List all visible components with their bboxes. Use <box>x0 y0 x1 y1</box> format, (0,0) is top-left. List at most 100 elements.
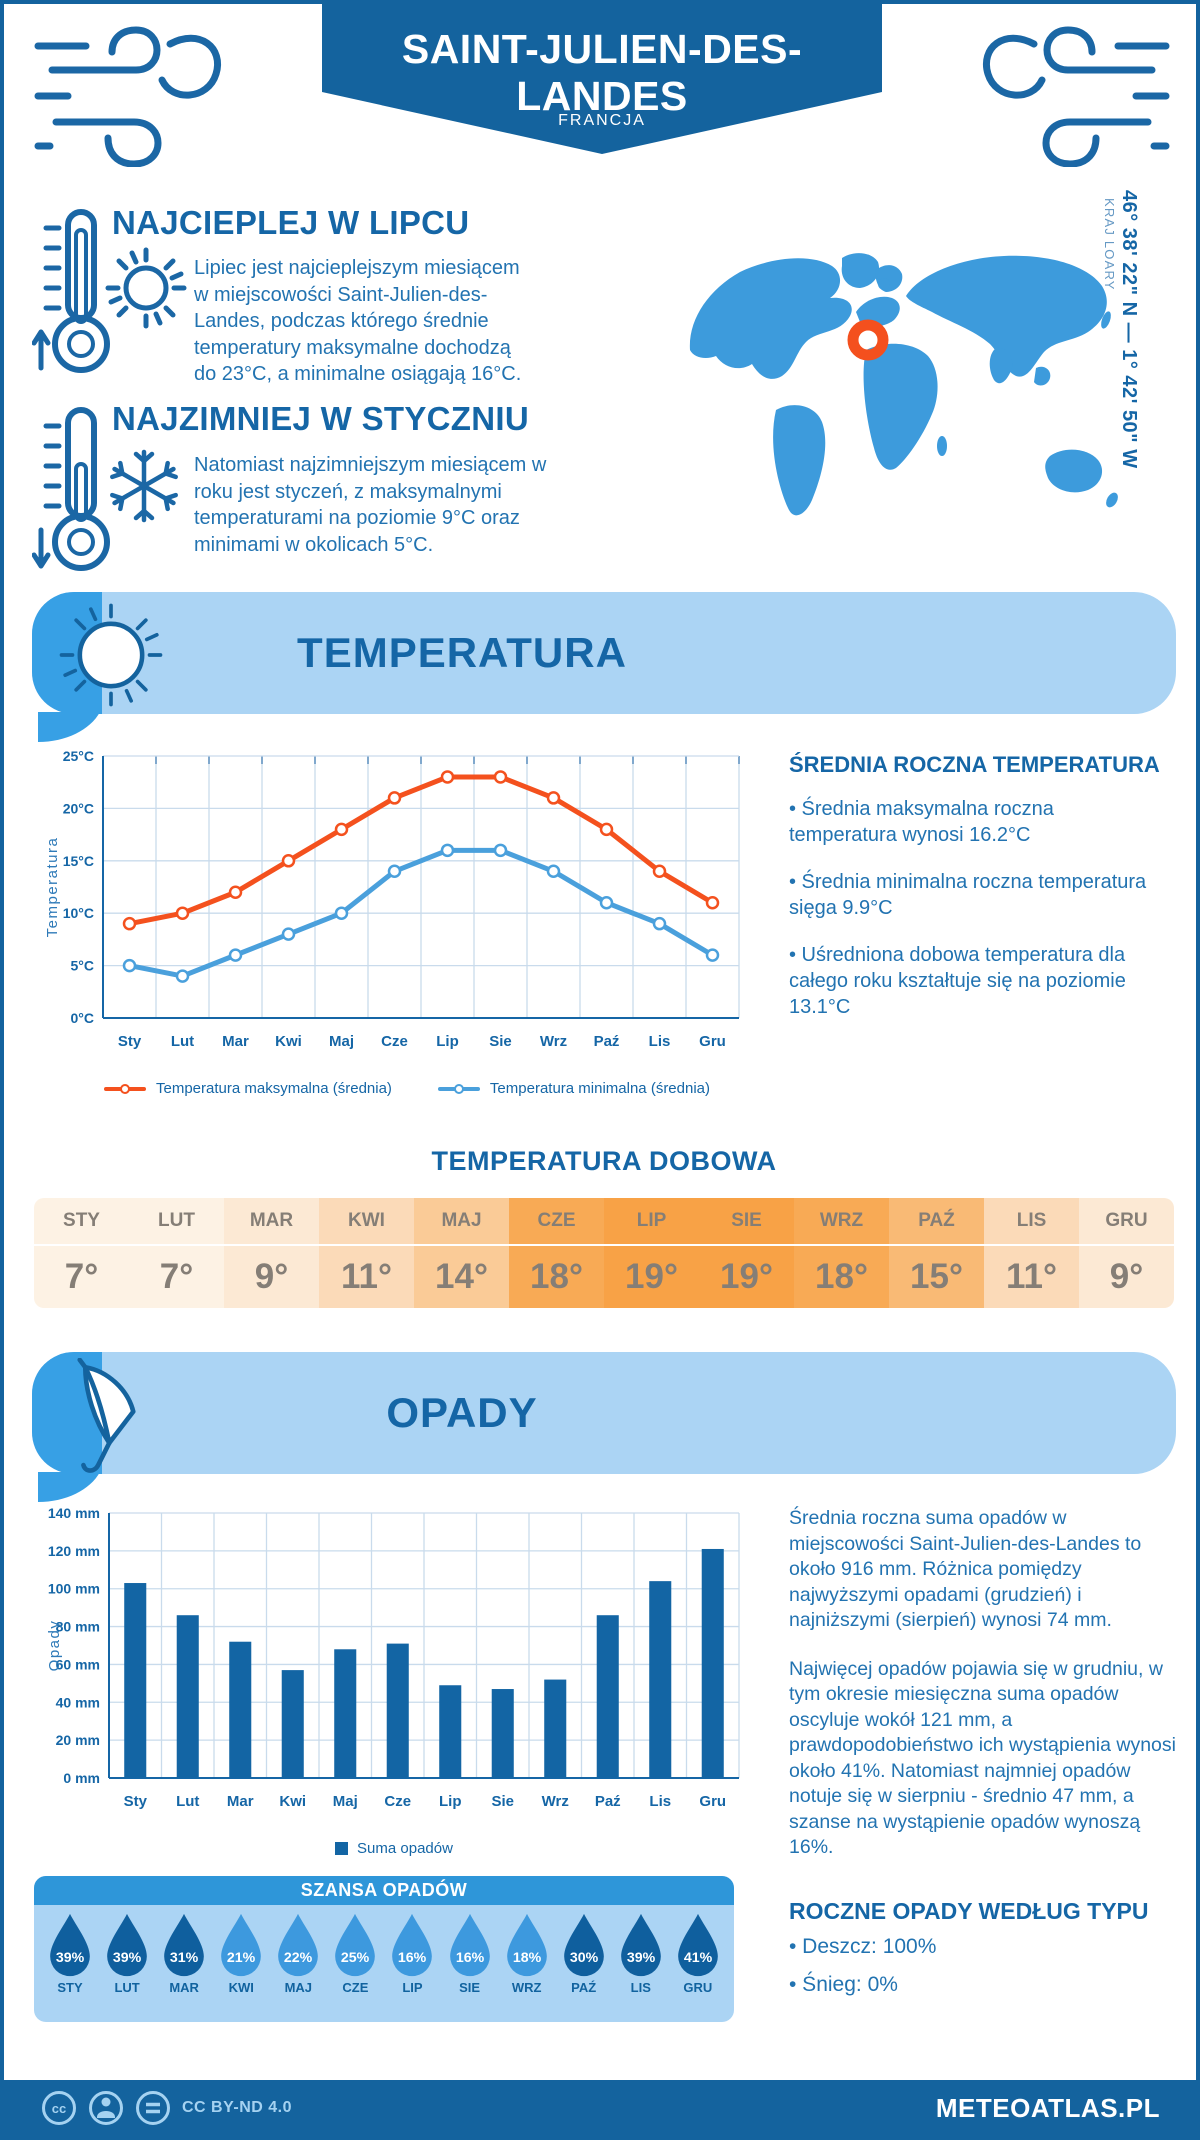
month-label: LUT <box>129 1198 224 1246</box>
svg-text:Kwi: Kwi <box>275 1033 302 1050</box>
precipitation-chart-legend: Suma opadów <box>39 1840 749 1857</box>
month-label: STY <box>57 1980 83 1995</box>
svg-text:39%: 39% <box>627 1950 656 1966</box>
annual-temp-bullet: • Średnia minimalna roczna temperatura s… <box>789 870 1147 920</box>
temp-value: 7° <box>64 1257 99 1296</box>
month-label: WRZ <box>511 1980 542 1995</box>
svg-text:Lip: Lip <box>436 1033 459 1050</box>
rain-chance-item: 22% MAJ <box>270 1911 326 1995</box>
raindrop-icon: 16% <box>449 1913 490 1977</box>
svg-text:16%: 16% <box>398 1950 427 1966</box>
rain-chance-drops: 39% STY 39% LUT 31% MAR 21% KWI 22% MAJ 25% CZE 16% L… <box>34 1905 734 1995</box>
svg-text:Mar: Mar <box>227 1793 254 1810</box>
snowflake-icon <box>104 446 184 531</box>
umbrella-icon <box>54 1357 159 1483</box>
svg-text:18%: 18% <box>512 1950 541 1966</box>
month-label: MAJ <box>284 1980 313 1995</box>
month-label: LIS <box>630 1980 651 1995</box>
precipitation-text: Średnia roczna suma opadów w miejscowośc… <box>789 1506 1184 1884</box>
banner-tail <box>36 712 100 742</box>
month-label: KWI <box>319 1198 414 1246</box>
rain-chance-item: 21% KWI <box>213 1911 269 1995</box>
svg-text:22%: 22% <box>284 1950 313 1966</box>
svg-text:Paź: Paź <box>595 1793 621 1810</box>
temperature-section-title: TEMPERATURA <box>297 629 627 676</box>
thermometer-up-icon <box>31 206 127 383</box>
raindrop-icon: 39% <box>620 1913 661 1977</box>
precipitation-paragraph: Średnia roczna suma opadów w miejscowośc… <box>789 1507 1142 1632</box>
precip-type-bullet: • Deszcz: 100% <box>789 1935 937 1958</box>
rain-chance-item: 16% LIP <box>384 1911 440 1995</box>
month-temp-cell: STY 7° <box>34 1198 129 1308</box>
annual-temp-bullet: • Uśredniona dobowa temperatura dla całe… <box>789 943 1126 1019</box>
svg-text:Sie: Sie <box>491 1793 514 1810</box>
month-label: GRU <box>1079 1198 1174 1246</box>
temperature-section-banner: TEMPERATURA <box>32 592 1176 714</box>
svg-text:39%: 39% <box>56 1950 85 1966</box>
warmest-text: Lipiec jest najcieplejszym miesiącem w m… <box>194 257 522 386</box>
legend-marker <box>335 1842 349 1855</box>
month-temp-cell: PAŹ 15° <box>889 1198 984 1308</box>
coldest-text: Natomiast najzimniejszym miesiącem w rok… <box>194 454 547 556</box>
svg-text:31%: 31% <box>170 1950 199 1966</box>
legend-item: Temperatura maksymalna (średnia) <box>104 1080 392 1097</box>
svg-text:120 mm: 120 mm <box>48 1543 100 1559</box>
svg-text:Lis: Lis <box>649 1033 671 1050</box>
svg-text:Maj: Maj <box>333 1793 358 1810</box>
raindrop-icon: 30% <box>563 1913 604 1977</box>
svg-text:Gru: Gru <box>699 1033 726 1050</box>
month-temp-cell: KWI 11° <box>319 1198 414 1308</box>
month-label: LIP <box>604 1198 699 1246</box>
footer: cc CC BY-ND 4.0 METEOATLAS.PL <box>4 2080 1196 2136</box>
raindrop-icon: 31% <box>164 1913 204 1977</box>
temperature-chart: 0°C 5°C 10°C 15°C 20°C 25°C Temperatura Sty Lut M… <box>39 742 749 1097</box>
month-label: SIE <box>699 1198 794 1246</box>
legend-label: Temperatura maksymalna (średnia) <box>156 1080 392 1097</box>
month-label: CZE <box>342 1980 369 1995</box>
svg-text:25%: 25% <box>341 1950 370 1966</box>
wind-icon <box>22 12 232 172</box>
svg-text:Gru: Gru <box>699 1793 726 1810</box>
rain-chance-item: 30% PAŹ <box>556 1911 612 1995</box>
svg-text:100 mm: 100 mm <box>48 1581 100 1597</box>
page-title: SAINT-JULIEN-DES-LANDES <box>401 26 803 119</box>
raindrop-icon: 41% <box>678 1913 718 1977</box>
legend-marker <box>104 1083 146 1094</box>
svg-text:140 mm: 140 mm <box>48 1505 100 1521</box>
month-label: LIS <box>984 1198 1079 1246</box>
svg-text:10°C: 10°C <box>63 905 94 921</box>
precipitation-section-banner: OPADY <box>32 1352 1176 1474</box>
svg-text:Sty: Sty <box>118 1033 142 1050</box>
svg-text:20 mm: 20 mm <box>56 1732 100 1748</box>
precipitation-paragraph: Najwięcej opadów pojawia się w grudniu, … <box>789 1657 1176 1859</box>
rain-chance-item: 18% WRZ <box>499 1911 555 1995</box>
month-label: SIE <box>459 1980 481 1995</box>
world-map <box>660 200 1142 552</box>
rain-chance-item: 16% SIE <box>442 1911 498 1995</box>
precip-type-heading: ROCZNE OPADY WEDŁUG TYPU <box>789 1898 1149 1924</box>
svg-text:Lip: Lip <box>439 1793 462 1810</box>
precip-type-bullets: • Deszcz: 100% • Śnieg: 0% <box>789 1932 1169 2009</box>
daily-temp-heading: TEMPERATURA DOBOWA <box>431 1146 777 1176</box>
month-label: CZE <box>509 1198 604 1246</box>
month-temp-cell: CZE 18° <box>509 1198 604 1308</box>
precipitation-chart: 0 mm 20 mm 40 mm 60 mm 80 mm 100 mm 120 mm 140 … <box>39 1500 749 1855</box>
raindrop-icon: 16% <box>392 1913 433 1977</box>
cc-nd-icon <box>136 2091 170 2125</box>
rain-chance-item: 39% LIS <box>613 1911 669 1995</box>
coldest-heading: NAJZIMNIEJ W STYCZNIU <box>112 400 529 437</box>
month-label: STY <box>34 1198 129 1246</box>
month-label: LUT <box>114 1980 140 1995</box>
svg-text:Cze: Cze <box>384 1793 411 1810</box>
svg-text:0°C: 0°C <box>71 1010 95 1026</box>
header-banner <box>322 4 882 156</box>
svg-text:Cze: Cze <box>381 1033 408 1050</box>
license-label: CC BY-ND 4.0 <box>182 2099 293 2116</box>
sun-icon <box>102 244 190 337</box>
rain-chance-item: 31% MAR <box>156 1911 212 1995</box>
raindrop-icon: 18% <box>506 1913 547 1977</box>
svg-text:16%: 16% <box>455 1950 484 1966</box>
svg-text:Opady: Opady <box>46 1620 63 1672</box>
svg-text:39%: 39% <box>113 1950 142 1966</box>
svg-text:Wrz: Wrz <box>542 1793 569 1810</box>
